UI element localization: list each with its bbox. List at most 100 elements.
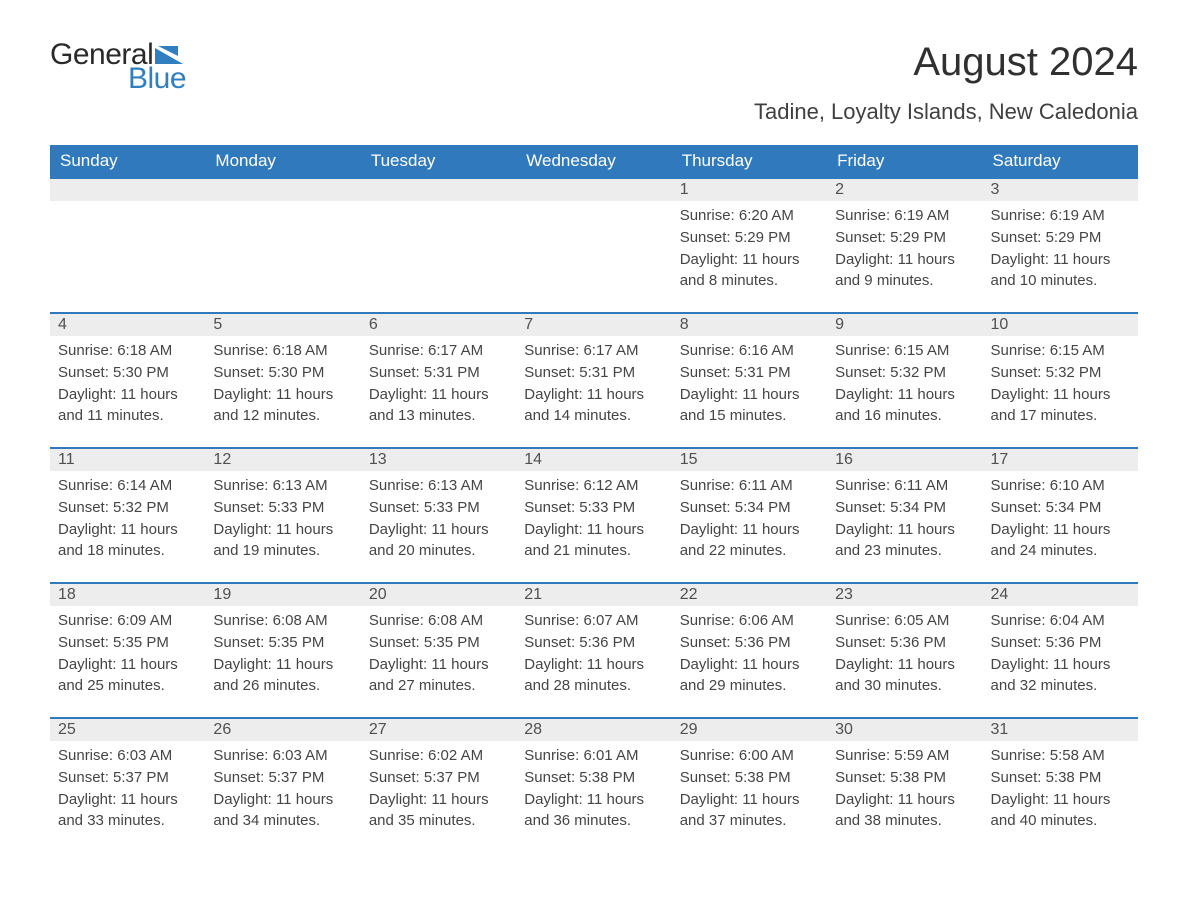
calendar-day-cell: 13Sunrise: 6:13 AMSunset: 5:33 PMDayligh… <box>361 448 516 583</box>
day-details: Sunrise: 6:00 AMSunset: 5:38 PMDaylight:… <box>672 741 827 842</box>
day-number: 14 <box>516 449 671 471</box>
calendar-day-cell: 2Sunrise: 6:19 AMSunset: 5:29 PMDaylight… <box>827 178 982 313</box>
sunrise-line: Sunrise: 6:01 AM <box>524 745 663 767</box>
daylight-line: Daylight: 11 hours and 12 minutes. <box>213 384 352 428</box>
daylight-line: Daylight: 11 hours and 34 minutes. <box>213 789 352 833</box>
daylight-line: Daylight: 11 hours and 33 minutes. <box>58 789 197 833</box>
sunset-line: Sunset: 5:31 PM <box>524 362 663 384</box>
sunset-line: Sunset: 5:30 PM <box>213 362 352 384</box>
location: Tadine, Loyalty Islands, New Caledonia <box>754 99 1138 125</box>
sunset-line: Sunset: 5:29 PM <box>835 227 974 249</box>
day-details: Sunrise: 6:18 AMSunset: 5:30 PMDaylight:… <box>205 336 360 437</box>
sunrise-line: Sunrise: 6:14 AM <box>58 475 197 497</box>
day-details: Sunrise: 5:59 AMSunset: 5:38 PMDaylight:… <box>827 741 982 842</box>
calendar-day-cell: 4Sunrise: 6:18 AMSunset: 5:30 PMDaylight… <box>50 313 205 448</box>
sunset-line: Sunset: 5:36 PM <box>991 632 1130 654</box>
daylight-line: Daylight: 11 hours and 40 minutes. <box>991 789 1130 833</box>
daylight-line: Daylight: 11 hours and 8 minutes. <box>680 249 819 293</box>
sunset-line: Sunset: 5:32 PM <box>835 362 974 384</box>
day-number: 31 <box>983 719 1138 741</box>
day-details: Sunrise: 6:03 AMSunset: 5:37 PMDaylight:… <box>50 741 205 842</box>
calendar-day-cell: 1Sunrise: 6:20 AMSunset: 5:29 PMDaylight… <box>672 178 827 313</box>
sunset-line: Sunset: 5:29 PM <box>991 227 1130 249</box>
calendar-day-cell: 12Sunrise: 6:13 AMSunset: 5:33 PMDayligh… <box>205 448 360 583</box>
sunset-line: Sunset: 5:37 PM <box>369 767 508 789</box>
sunrise-line: Sunrise: 6:18 AM <box>58 340 197 362</box>
calendar-day-cell: 20Sunrise: 6:08 AMSunset: 5:35 PMDayligh… <box>361 583 516 718</box>
day-number: 1 <box>672 179 827 201</box>
sunrise-line: Sunrise: 6:11 AM <box>680 475 819 497</box>
daylight-line: Daylight: 11 hours and 19 minutes. <box>213 519 352 563</box>
day-details: Sunrise: 6:10 AMSunset: 5:34 PMDaylight:… <box>983 471 1138 572</box>
sunrise-line: Sunrise: 6:11 AM <box>835 475 974 497</box>
calendar-week-row: 4Sunrise: 6:18 AMSunset: 5:30 PMDaylight… <box>50 313 1138 448</box>
sunrise-line: Sunrise: 6:10 AM <box>991 475 1130 497</box>
day-details: Sunrise: 6:16 AMSunset: 5:31 PMDaylight:… <box>672 336 827 437</box>
day-number: 19 <box>205 584 360 606</box>
day-number <box>50 179 205 201</box>
day-details: Sunrise: 5:58 AMSunset: 5:38 PMDaylight:… <box>983 741 1138 842</box>
weekday-header-row: SundayMondayTuesdayWednesdayThursdayFrid… <box>50 145 1138 178</box>
daylight-line: Daylight: 11 hours and 30 minutes. <box>835 654 974 698</box>
day-number: 5 <box>205 314 360 336</box>
day-number: 26 <box>205 719 360 741</box>
daylight-line: Daylight: 11 hours and 32 minutes. <box>991 654 1130 698</box>
sunset-line: Sunset: 5:38 PM <box>680 767 819 789</box>
day-details: Sunrise: 6:07 AMSunset: 5:36 PMDaylight:… <box>516 606 671 707</box>
day-number: 13 <box>361 449 516 471</box>
calendar-day-cell: 27Sunrise: 6:02 AMSunset: 5:37 PMDayligh… <box>361 718 516 853</box>
sunrise-line: Sunrise: 6:13 AM <box>213 475 352 497</box>
calendar-week-row: 18Sunrise: 6:09 AMSunset: 5:35 PMDayligh… <box>50 583 1138 718</box>
sunrise-line: Sunrise: 6:12 AM <box>524 475 663 497</box>
day-number: 30 <box>827 719 982 741</box>
calendar-day-cell: 9Sunrise: 6:15 AMSunset: 5:32 PMDaylight… <box>827 313 982 448</box>
sunset-line: Sunset: 5:37 PM <box>58 767 197 789</box>
day-details: Sunrise: 6:03 AMSunset: 5:37 PMDaylight:… <box>205 741 360 842</box>
daylight-line: Daylight: 11 hours and 23 minutes. <box>835 519 974 563</box>
logo-text-blue: Blue <box>128 64 186 94</box>
day-details <box>516 201 671 215</box>
day-number: 9 <box>827 314 982 336</box>
sunset-line: Sunset: 5:37 PM <box>213 767 352 789</box>
sunset-line: Sunset: 5:36 PM <box>680 632 819 654</box>
sunrise-line: Sunrise: 6:08 AM <box>213 610 352 632</box>
calendar-day-cell: 3Sunrise: 6:19 AMSunset: 5:29 PMDaylight… <box>983 178 1138 313</box>
calendar-day-cell <box>516 178 671 313</box>
daylight-line: Daylight: 11 hours and 14 minutes. <box>524 384 663 428</box>
sunrise-line: Sunrise: 6:00 AM <box>680 745 819 767</box>
day-details: Sunrise: 6:12 AMSunset: 5:33 PMDaylight:… <box>516 471 671 572</box>
sunset-line: Sunset: 5:33 PM <box>369 497 508 519</box>
sunset-line: Sunset: 5:32 PM <box>991 362 1130 384</box>
weekday-header: Wednesday <box>516 145 671 178</box>
sunset-line: Sunset: 5:35 PM <box>213 632 352 654</box>
sunrise-line: Sunrise: 6:06 AM <box>680 610 819 632</box>
calendar-day-cell: 17Sunrise: 6:10 AMSunset: 5:34 PMDayligh… <box>983 448 1138 583</box>
day-details: Sunrise: 6:19 AMSunset: 5:29 PMDaylight:… <box>827 201 982 302</box>
calendar-week-row: 25Sunrise: 6:03 AMSunset: 5:37 PMDayligh… <box>50 718 1138 853</box>
day-details: Sunrise: 6:11 AMSunset: 5:34 PMDaylight:… <box>827 471 982 572</box>
day-details <box>50 201 205 215</box>
day-number: 15 <box>672 449 827 471</box>
calendar-day-cell: 18Sunrise: 6:09 AMSunset: 5:35 PMDayligh… <box>50 583 205 718</box>
day-details: Sunrise: 6:11 AMSunset: 5:34 PMDaylight:… <box>672 471 827 572</box>
weekday-header: Saturday <box>983 145 1138 178</box>
weekday-header: Tuesday <box>361 145 516 178</box>
day-details: Sunrise: 6:08 AMSunset: 5:35 PMDaylight:… <box>361 606 516 707</box>
daylight-line: Daylight: 11 hours and 16 minutes. <box>835 384 974 428</box>
sunrise-line: Sunrise: 5:58 AM <box>991 745 1130 767</box>
calendar-table: SundayMondayTuesdayWednesdayThursdayFrid… <box>50 145 1138 853</box>
sunset-line: Sunset: 5:36 PM <box>524 632 663 654</box>
daylight-line: Daylight: 11 hours and 9 minutes. <box>835 249 974 293</box>
calendar-day-cell: 19Sunrise: 6:08 AMSunset: 5:35 PMDayligh… <box>205 583 360 718</box>
sunset-line: Sunset: 5:38 PM <box>835 767 974 789</box>
daylight-line: Daylight: 11 hours and 25 minutes. <box>58 654 197 698</box>
day-number <box>361 179 516 201</box>
sunset-line: Sunset: 5:38 PM <box>524 767 663 789</box>
day-number: 25 <box>50 719 205 741</box>
calendar-day-cell: 10Sunrise: 6:15 AMSunset: 5:32 PMDayligh… <box>983 313 1138 448</box>
calendar-day-cell: 31Sunrise: 5:58 AMSunset: 5:38 PMDayligh… <box>983 718 1138 853</box>
sunset-line: Sunset: 5:38 PM <box>991 767 1130 789</box>
day-number: 7 <box>516 314 671 336</box>
day-details: Sunrise: 6:17 AMSunset: 5:31 PMDaylight:… <box>516 336 671 437</box>
calendar-day-cell: 8Sunrise: 6:16 AMSunset: 5:31 PMDaylight… <box>672 313 827 448</box>
